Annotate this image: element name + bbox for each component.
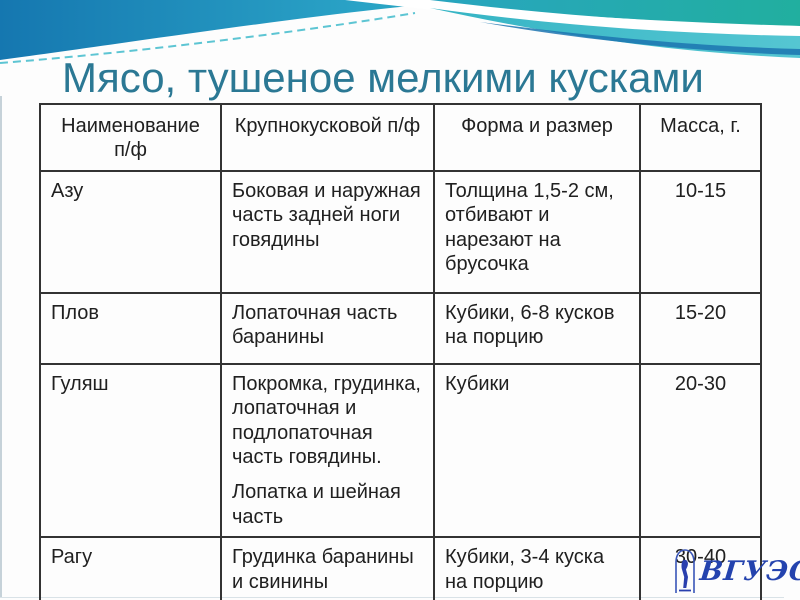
table-row-plov: Плов Лопаточная часть баранины Кубики, 6… <box>39 291 762 365</box>
cell-cut: Лопаточная часть баранины <box>220 291 435 365</box>
table-header-row: Наименование п/ф Крупнокусковой п/ф Форм… <box>39 103 762 172</box>
cell-mass: 30-40 <box>639 536 762 600</box>
statue-in-arch-icon <box>675 549 695 593</box>
cell-dish-name: Азу <box>39 169 222 294</box>
col-header-mass: Масса, г. <box>639 103 762 172</box>
col-header-form-size: Форма и размер <box>433 103 641 172</box>
table-row-ragu: Рагу Грудинка баранины и свинины Кубики,… <box>39 536 762 600</box>
table-row-azu: Азу Боковая и наружная часть задней ноги… <box>39 169 762 294</box>
cut-paragraph-2: Лопатка и шейная часть <box>232 481 401 528</box>
col-header-large-cut: Крупнокусковой п/ф <box>220 103 435 172</box>
slide-left-edge <box>0 96 2 598</box>
vgues-logo: ВГУЭС <box>674 548 800 594</box>
cell-mass: 20-30 <box>639 362 762 539</box>
slide-title: Мясо, тушеное мелкими кусками <box>62 54 704 101</box>
cut-paragraph-1: Покромка, грудинка, лопаточная и подлопа… <box>232 372 421 468</box>
cell-mass: 15-20 <box>639 291 762 365</box>
cell-dish-name: Плов <box>39 291 222 365</box>
cell-dish-name: Рагу <box>39 536 222 600</box>
cell-cut: Боковая и наружная часть задней ноги гов… <box>220 169 435 294</box>
cell-form: Кубики, 3-4 куска на порцию <box>433 536 641 600</box>
cell-dish-name: Гуляш <box>39 362 222 539</box>
cell-cut: Покромка, грудинка, лопаточная и подлопа… <box>220 362 435 539</box>
table-row-gulyash: Гуляш Покромка, грудинка, лопаточная и п… <box>39 362 762 539</box>
wave-header-decoration <box>0 0 800 64</box>
cell-mass: 10-15 <box>639 169 762 294</box>
vgues-logo-text: ВГУЭС <box>698 555 800 587</box>
cell-form: Кубики <box>433 362 641 539</box>
cell-cut: Грудинка баранины и свинины <box>220 536 435 600</box>
cell-form: Кубики, 6-8 кусков на порцию <box>433 291 641 365</box>
col-header-semiproduct-name: Наименование п/ф <box>39 103 222 172</box>
cell-form: Толщина 1,5-2 см, отбивают и нарезают на… <box>433 169 641 294</box>
meat-stew-table: Наименование п/ф Крупнокусковой п/ф Форм… <box>39 103 762 600</box>
